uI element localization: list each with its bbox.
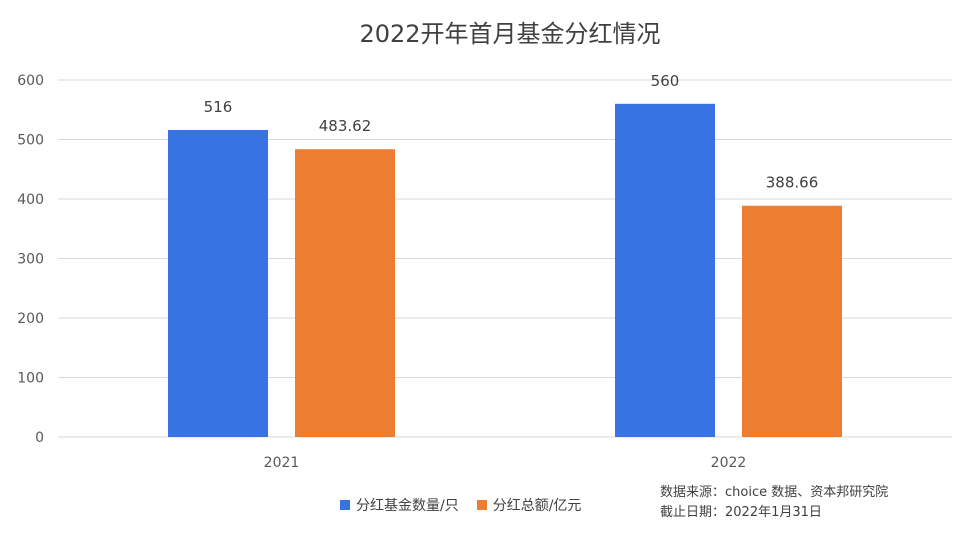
legend-swatch-count	[340, 500, 350, 510]
legend-item-count: 分红基金数量/只	[340, 495, 459, 515]
data-label: 388.66	[766, 174, 819, 192]
x-tick-label: 2021	[264, 455, 300, 471]
legend-label-count: 分红基金数量/只	[356, 498, 459, 514]
bars	[168, 103, 842, 438]
legend-label-amount: 分红总额/亿元	[492, 498, 582, 514]
y-tick-label: 400	[17, 192, 44, 208]
y-tick-label: 100	[17, 371, 44, 387]
y-tick-label: 0	[35, 430, 44, 446]
y-tick-label: 500	[17, 133, 44, 149]
data-label: 483.62	[319, 117, 372, 135]
bar	[295, 149, 395, 437]
cutoff-date-line: 截止日期：2022年1月31日	[660, 505, 822, 520]
y-tick-label: 600	[17, 73, 44, 89]
source-note: 数据来源：choice 数据、资本邦研究院 截止日期：2022年1月31日	[660, 483, 888, 523]
data-labels: 516 483.62 560 388.66	[204, 72, 819, 192]
data-label: 560	[651, 72, 680, 90]
y-tick-label: 200	[17, 311, 44, 327]
source-line: 数据来源：choice 数据、资本邦研究院	[660, 485, 889, 500]
x-tick-label: 2022	[711, 455, 747, 471]
chart-title: 2022开年首月基金分红情况	[359, 20, 660, 48]
bar	[168, 129, 268, 438]
y-axis-ticks: 0 100 200 300 400 500 600	[17, 73, 44, 446]
x-axis-ticks: 2021 2022	[264, 455, 747, 471]
bar	[615, 103, 715, 438]
y-tick-label: 300	[17, 252, 44, 268]
legend-swatch-amount	[476, 500, 487, 510]
data-label: 516	[204, 98, 233, 116]
legend-item-amount: 分红总额/亿元	[476, 495, 582, 515]
bar	[742, 205, 842, 437]
legend: 分红基金数量/只 分红总额/亿元	[340, 495, 581, 515]
